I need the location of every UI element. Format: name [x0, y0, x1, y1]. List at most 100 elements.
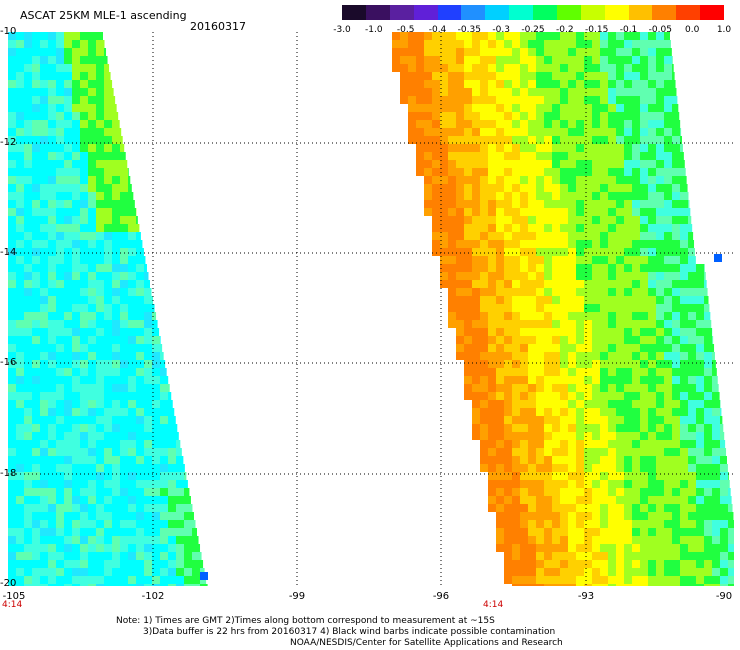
- swath-cell: [576, 584, 584, 586]
- swath-cell: [48, 496, 56, 504]
- swath-cell: [448, 272, 456, 280]
- swath-cell: [672, 512, 680, 520]
- swath-cell: [184, 560, 192, 568]
- swath-cell: [560, 224, 568, 232]
- swath-cell: [392, 56, 400, 64]
- swath-cell: [504, 336, 512, 344]
- swath-cell: [656, 360, 664, 368]
- swath-cell: [704, 528, 712, 536]
- swath-cell: [600, 392, 608, 400]
- swath-cell: [496, 200, 504, 208]
- swath-cell: [80, 80, 88, 88]
- swath-cell: [640, 136, 648, 144]
- swath-cell: [592, 112, 600, 120]
- swath-cell: [96, 384, 104, 392]
- swath-cell: [544, 544, 552, 552]
- swath-cell: [536, 280, 544, 288]
- swath-cell: [400, 48, 408, 56]
- swath-cell: [8, 432, 16, 440]
- swath-cell: [568, 360, 576, 368]
- swath-cell: [592, 216, 600, 224]
- swath-cell: [456, 72, 464, 80]
- swath-cell: [64, 192, 72, 200]
- swath-cell: [504, 424, 512, 432]
- swath-cell: [528, 232, 536, 240]
- swath-cell: [32, 192, 40, 200]
- swath-cell: [616, 248, 624, 256]
- swath-cell: [584, 96, 592, 104]
- swath-cell: [632, 344, 640, 352]
- swath-cell: [672, 440, 680, 448]
- swath-cell: [504, 160, 512, 168]
- swath-cell: [488, 72, 496, 80]
- swath-cell: [504, 408, 512, 416]
- swath-cell: [696, 336, 704, 344]
- swath-cell: [40, 256, 48, 264]
- swath-cell: [72, 312, 80, 320]
- swath-cell: [416, 144, 424, 152]
- swath-cell: [528, 112, 536, 120]
- swath-cell: [480, 256, 488, 264]
- swath-cell: [512, 320, 520, 328]
- swath-cell: [688, 456, 696, 464]
- swath-cell: [504, 432, 512, 440]
- swath-cell: [120, 216, 128, 224]
- swath-cell: [624, 528, 632, 536]
- swath-cell: [24, 200, 32, 208]
- swath-cell: [432, 160, 440, 168]
- swath-cell: [64, 456, 72, 464]
- swath-cell: [96, 48, 104, 56]
- swath-cell: [608, 384, 616, 392]
- swath-cell: [32, 120, 40, 128]
- swath-cell: [120, 384, 128, 392]
- swath-cell: [552, 248, 560, 256]
- swath-cell: [48, 160, 56, 168]
- swath-cell: [472, 336, 480, 344]
- swath-cell: [48, 568, 56, 576]
- swath-cell: [80, 192, 88, 200]
- swath-cell: [120, 536, 128, 544]
- swath-cell: [512, 272, 520, 280]
- swath-cell: [584, 488, 592, 496]
- swath-cell: [640, 120, 648, 128]
- swath-cell: [464, 168, 472, 176]
- swath-cell: [496, 224, 504, 232]
- swath-cell: [688, 224, 693, 232]
- swath-cell: [704, 368, 712, 376]
- swath-cell: [96, 112, 104, 120]
- swath-cell: [696, 376, 704, 384]
- swath-cell: [184, 584, 192, 586]
- swath-cell: [16, 416, 24, 424]
- swath-cell: [56, 200, 64, 208]
- swath-cell: [560, 536, 568, 544]
- swath-cell: [536, 432, 544, 440]
- swath-cell: [600, 88, 608, 96]
- swath-cell: [672, 424, 680, 432]
- swath-cell: [184, 520, 192, 528]
- swath-cell: [72, 280, 80, 288]
- swath-cell: [672, 392, 680, 400]
- swath-cell: [696, 496, 704, 504]
- swath-cell: [504, 208, 512, 216]
- swath-cell: [520, 296, 528, 304]
- swath-cell: [576, 416, 584, 424]
- swath-cell: [80, 584, 88, 586]
- swath-cell: [176, 552, 184, 560]
- swath-cell: [144, 304, 152, 312]
- swath-cell: [24, 224, 32, 232]
- swath-cell: [672, 184, 680, 192]
- swath-cell: [40, 360, 48, 368]
- swath-cell: [608, 144, 616, 152]
- swath-cell: [608, 96, 616, 104]
- swath-cell: [152, 568, 160, 576]
- swath-cell: [592, 64, 600, 72]
- swath-cell: [128, 552, 136, 560]
- swath-cell: [176, 448, 182, 456]
- swath-cell: [88, 400, 96, 408]
- swath-cell: [576, 240, 584, 248]
- swath-cell: [16, 488, 24, 496]
- swath-cell: [584, 272, 592, 280]
- swath-cell: [656, 296, 664, 304]
- swath-cell: [72, 96, 80, 104]
- swath-cell: [64, 576, 72, 584]
